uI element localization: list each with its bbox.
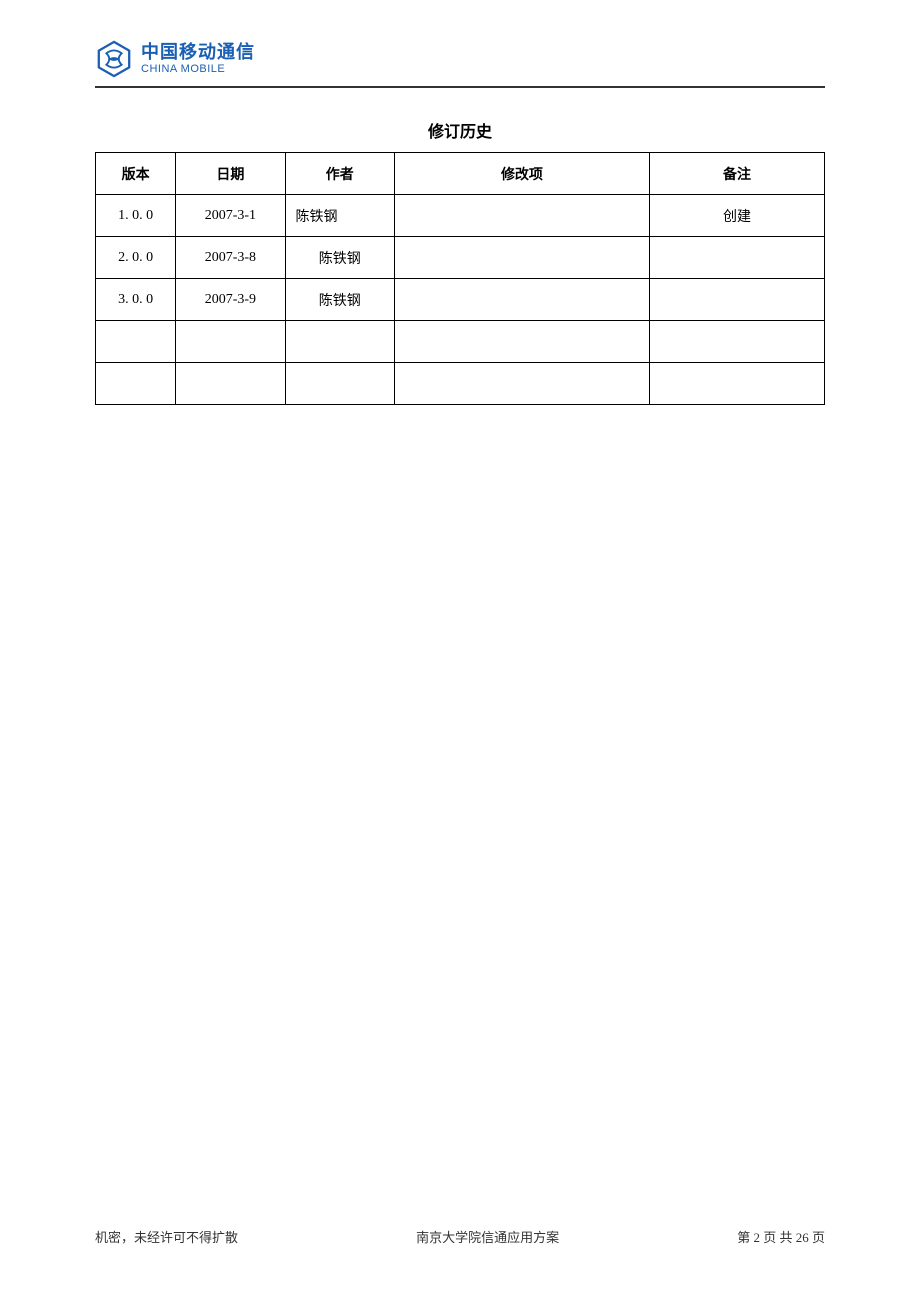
td-version xyxy=(96,363,176,405)
document-page: 中国移动通信 CHINA MOBILE 修订历史 版本 日期 作者 修改项 备注… xyxy=(0,0,920,1301)
revision-history-title: 修订历史 xyxy=(95,118,825,142)
td-author xyxy=(285,321,394,363)
th-author: 作者 xyxy=(285,153,394,195)
td-version: 1. 0. 0 xyxy=(96,195,176,237)
td-change xyxy=(394,237,649,279)
th-date: 日期 xyxy=(176,153,285,195)
table-row: 2. 0. 02007-3-8陈铁钢 xyxy=(96,237,825,279)
td-date: 2007-3-1 xyxy=(176,195,285,237)
th-note: 备注 xyxy=(650,153,825,195)
revision-history-table: 版本 日期 作者 修改项 备注 1. 0. 02007-3-1陈铁钢创建2. 0… xyxy=(95,152,825,405)
td-note xyxy=(650,237,825,279)
china-mobile-logo-icon xyxy=(95,40,133,78)
td-note: 创建 xyxy=(650,195,825,237)
td-version: 2. 0. 0 xyxy=(96,237,176,279)
table-row: 3. 0. 02007-3-9陈铁钢 xyxy=(96,279,825,321)
th-change: 修改项 xyxy=(394,153,649,195)
td-note xyxy=(650,279,825,321)
table-header-row: 版本 日期 作者 修改项 备注 xyxy=(96,153,825,195)
logo-text-cn: 中国移动通信 xyxy=(141,43,255,63)
td-date: 2007-3-8 xyxy=(176,237,285,279)
td-author: 陈铁钢 xyxy=(285,237,394,279)
logo-text: 中国移动通信 CHINA MOBILE xyxy=(141,43,255,75)
td-change xyxy=(394,321,649,363)
td-note xyxy=(650,363,825,405)
td-change xyxy=(394,363,649,405)
th-version: 版本 xyxy=(96,153,176,195)
table-row xyxy=(96,321,825,363)
td-date xyxy=(176,363,285,405)
td-date xyxy=(176,321,285,363)
td-note xyxy=(650,321,825,363)
td-author xyxy=(285,363,394,405)
td-author: 陈铁钢 xyxy=(285,279,394,321)
table-row xyxy=(96,363,825,405)
footer-confidential: 机密，未经许可不得扩散 xyxy=(95,1227,238,1246)
logo-text-en: CHINA MOBILE xyxy=(141,63,255,75)
td-date: 2007-3-9 xyxy=(176,279,285,321)
table-row: 1. 0. 02007-3-1陈铁钢 创建 xyxy=(96,195,825,237)
page-footer: 机密，未经许可不得扩散 南京大学院信通应用方案 第 2 页 共 26 页 xyxy=(95,1227,825,1246)
footer-page-number: 第 2 页 共 26 页 xyxy=(737,1227,825,1246)
td-version: 3. 0. 0 xyxy=(96,279,176,321)
td-version xyxy=(96,321,176,363)
page-header: 中国移动通信 CHINA MOBILE xyxy=(95,40,825,88)
table-body: 1. 0. 02007-3-1陈铁钢创建2. 0. 02007-3-8陈铁钢3.… xyxy=(96,195,825,405)
td-change xyxy=(394,279,649,321)
footer-doc-title: 南京大学院信通应用方案 xyxy=(416,1227,559,1246)
td-author: 陈铁钢 xyxy=(285,195,394,237)
td-change xyxy=(394,195,649,237)
